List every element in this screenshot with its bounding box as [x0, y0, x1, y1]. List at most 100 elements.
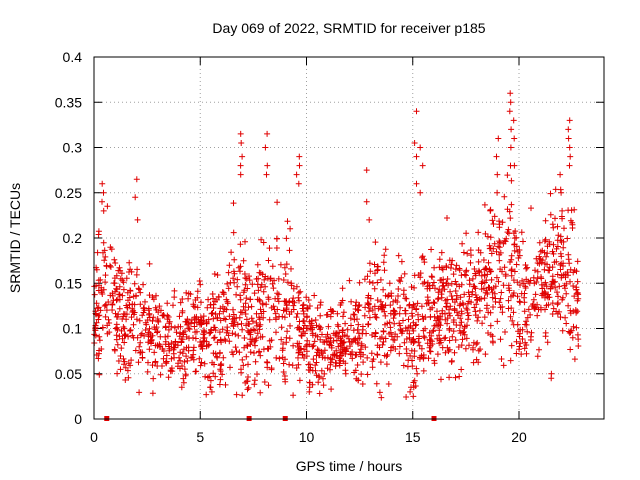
data-point	[477, 346, 484, 353]
data-point	[274, 295, 281, 302]
data-point	[507, 99, 514, 106]
data-point	[350, 327, 357, 334]
data-point	[533, 279, 540, 285]
data-point	[101, 257, 108, 264]
data-point	[100, 207, 107, 214]
data-point	[317, 312, 324, 319]
data-point	[225, 269, 232, 276]
data-point	[194, 304, 201, 311]
data-point	[96, 333, 103, 340]
data-point	[378, 394, 385, 401]
data-point	[224, 324, 231, 331]
data-point	[307, 325, 314, 332]
data-point	[217, 349, 223, 356]
data-point	[314, 305, 321, 311]
data-point	[574, 331, 581, 338]
data-point	[150, 296, 157, 303]
data-point	[557, 233, 564, 240]
data-point	[226, 338, 233, 345]
y-tick-label: 0.25	[55, 185, 82, 201]
data-point	[124, 304, 131, 311]
data-point	[312, 317, 319, 323]
y-tick-label: 0.4	[63, 49, 83, 65]
data-point	[420, 354, 427, 361]
data-point	[238, 320, 245, 327]
data-point	[458, 319, 465, 326]
data-point	[534, 268, 541, 275]
data-point	[453, 262, 460, 269]
x-tick-label: 20	[511, 429, 527, 445]
data-point	[561, 225, 567, 232]
x-tick-label: 0	[90, 429, 98, 445]
data-point	[419, 162, 426, 169]
data-point	[443, 264, 450, 271]
data-point	[94, 249, 101, 256]
data-point	[504, 206, 511, 213]
data-point	[450, 319, 457, 326]
data-point	[290, 295, 297, 302]
data-point	[498, 356, 505, 362]
data-point	[354, 362, 361, 368]
data-point	[97, 276, 104, 283]
data-point	[320, 375, 326, 382]
y-axis-label: SRMTID / TECUs	[7, 183, 23, 293]
data-point	[275, 291, 282, 298]
data-point	[345, 335, 352, 342]
data-point	[112, 260, 119, 266]
data-point	[211, 271, 218, 277]
data-point	[296, 340, 303, 347]
data-point	[229, 349, 235, 356]
data-point	[548, 370, 555, 377]
data-point	[378, 303, 385, 310]
data-point	[238, 140, 245, 146]
data-point	[160, 312, 167, 318]
data-point	[470, 283, 477, 290]
data-point	[182, 318, 189, 325]
data-point	[263, 171, 270, 178]
data-point	[508, 305, 515, 312]
data-point	[508, 272, 515, 279]
data-point	[442, 349, 449, 356]
data-point	[432, 285, 438, 292]
data-point	[434, 308, 440, 315]
data-point	[139, 354, 146, 361]
data-point	[549, 273, 556, 280]
data-point	[115, 358, 122, 364]
data-point	[462, 345, 469, 352]
data-point	[160, 355, 167, 362]
data-point	[451, 349, 458, 356]
data-point	[239, 356, 246, 363]
data-point	[284, 218, 291, 225]
data-point	[574, 297, 581, 304]
data-point	[277, 261, 284, 268]
data-point	[221, 315, 228, 322]
data-point	[260, 308, 267, 315]
data-point	[326, 341, 333, 348]
data-point	[270, 303, 277, 310]
data-point	[541, 266, 548, 273]
data-point	[309, 330, 316, 337]
data-point	[347, 350, 354, 357]
data-point	[200, 313, 207, 320]
data-point	[465, 316, 471, 323]
data-point	[126, 327, 133, 334]
data-point	[254, 371, 260, 378]
data-point	[539, 285, 546, 292]
data-point	[128, 357, 135, 364]
data-point	[413, 321, 420, 328]
data-point	[500, 362, 507, 369]
data-point	[99, 198, 105, 205]
data-point	[520, 280, 527, 287]
data-point	[286, 335, 293, 342]
data-point	[177, 330, 184, 337]
data-point	[558, 189, 565, 196]
data-point	[414, 300, 421, 307]
data-point	[234, 283, 241, 290]
data-point	[340, 309, 347, 316]
data-point	[485, 259, 492, 266]
data-point	[99, 180, 106, 187]
data-point	[144, 368, 151, 375]
data-point	[489, 217, 496, 224]
data-point	[523, 342, 530, 348]
data-point	[207, 384, 214, 391]
